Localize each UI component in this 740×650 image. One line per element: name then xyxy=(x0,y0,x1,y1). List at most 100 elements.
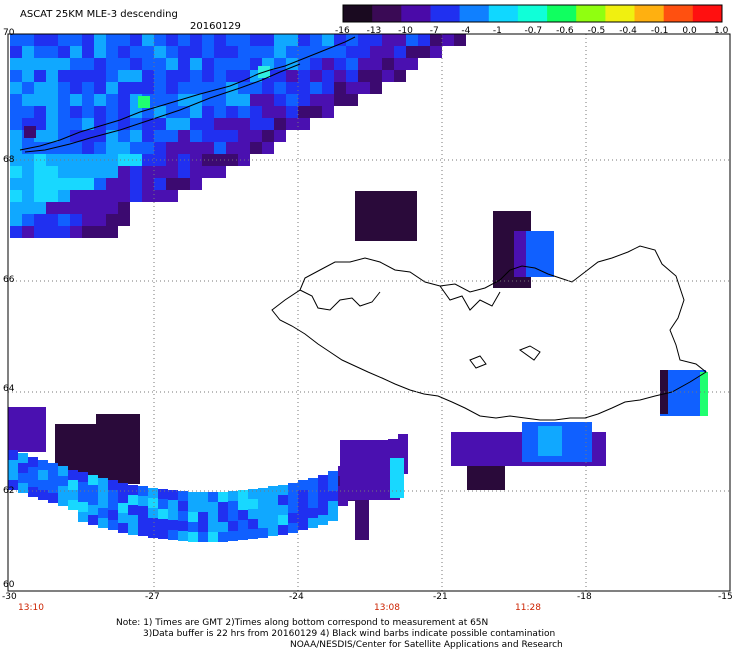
wind-cell xyxy=(346,82,358,94)
wind-cell xyxy=(178,46,190,58)
wind-cell xyxy=(226,94,238,106)
wind-cell xyxy=(274,106,286,118)
wind-cell xyxy=(418,34,430,46)
wind-cell xyxy=(58,106,70,118)
wind-cell xyxy=(48,473,58,483)
wind-cell xyxy=(467,466,505,490)
wind-cell xyxy=(58,82,70,94)
wind-cell xyxy=(168,500,178,510)
wind-cell xyxy=(202,106,214,118)
wind-cell xyxy=(58,34,70,46)
wind-cell xyxy=(34,106,46,118)
wind-cell xyxy=(338,496,348,506)
wind-cell xyxy=(38,490,48,500)
wind-cell xyxy=(188,532,198,542)
wind-cell xyxy=(82,82,94,94)
lat-label-64: 64 xyxy=(3,384,15,394)
wind-cell xyxy=(10,214,22,226)
wind-cell xyxy=(98,488,108,498)
wind-cell xyxy=(168,510,178,520)
wind-cell xyxy=(274,34,286,46)
wind-cell xyxy=(334,82,346,94)
wind-cell xyxy=(358,82,370,94)
wind-cell xyxy=(346,70,358,82)
wind-cell xyxy=(98,478,108,488)
wind-cell xyxy=(328,471,338,481)
wind-cell xyxy=(46,178,58,190)
wind-cell xyxy=(130,130,142,142)
colorbar-tick-label: -13 xyxy=(366,26,382,36)
wind-cell xyxy=(190,118,202,130)
wind-cell xyxy=(298,82,310,94)
wind-cell xyxy=(10,142,22,154)
time-label-2: 13:08 xyxy=(374,603,400,613)
colorbar-tick-label: -0.7 xyxy=(524,26,543,36)
wind-cell xyxy=(228,521,238,531)
wind-cell xyxy=(46,166,58,178)
wind-cell xyxy=(166,46,178,58)
wind-cell xyxy=(202,58,214,70)
wind-cell xyxy=(88,515,98,525)
wind-cell xyxy=(322,70,334,82)
wind-cell xyxy=(248,519,258,529)
wind-cell xyxy=(10,166,22,178)
greenland-coast xyxy=(19,36,356,151)
wind-cell xyxy=(94,46,106,58)
wind-cell xyxy=(118,483,128,493)
wind-cell xyxy=(322,106,334,118)
lon-label-24: -24 xyxy=(289,592,304,602)
wind-cell xyxy=(106,46,118,58)
wind-cell xyxy=(202,130,214,142)
wind-cell xyxy=(178,178,190,190)
wind-cell xyxy=(22,214,34,226)
colorbar-swatch xyxy=(517,5,548,22)
wind-cell xyxy=(46,190,58,202)
wind-cell xyxy=(318,505,328,515)
wind-cell xyxy=(154,82,166,94)
iceland-north-bays xyxy=(439,285,501,311)
wind-cell xyxy=(190,142,202,154)
wind-cell xyxy=(250,118,262,130)
wind-cell xyxy=(238,510,248,520)
wind-cell xyxy=(154,118,166,130)
wind-cell xyxy=(78,472,88,482)
wind-cell xyxy=(118,202,130,214)
colorbar-swatch xyxy=(488,5,519,22)
wind-cell xyxy=(214,82,226,94)
wind-cell xyxy=(158,499,168,509)
colorbar-tick-label: 1.0 xyxy=(714,26,729,36)
wind-cell xyxy=(346,94,358,106)
wind-cell xyxy=(130,142,142,154)
wind-cell xyxy=(298,94,310,106)
wind-cell xyxy=(250,34,262,46)
wind-cell xyxy=(154,130,166,142)
wind-cell xyxy=(142,46,154,58)
wind-cell xyxy=(118,82,130,94)
product-title: ASCAT 25KM MLE-3 descending xyxy=(20,9,178,20)
wind-cell xyxy=(22,70,34,82)
wind-cell xyxy=(288,513,298,523)
wind-cell xyxy=(226,106,238,118)
wind-cell xyxy=(106,226,118,238)
colorbar-tick-label: 0.0 xyxy=(682,26,697,36)
wind-cell xyxy=(38,470,48,480)
wind-cell xyxy=(238,118,250,130)
wind-cell xyxy=(70,118,82,130)
wind-cell xyxy=(142,118,154,130)
wind-cell xyxy=(118,118,130,130)
wind-cell xyxy=(154,166,166,178)
wind-cell xyxy=(214,94,226,106)
wind-cell xyxy=(106,178,118,190)
wind-cell xyxy=(142,58,154,70)
wind-cell xyxy=(178,94,190,106)
wind-cell xyxy=(322,58,334,70)
wind-cell xyxy=(130,46,142,58)
wind-cell xyxy=(258,528,268,538)
wind-cell xyxy=(128,525,138,535)
wind-cell xyxy=(268,496,278,506)
wind-cell xyxy=(258,498,268,508)
wind-cell xyxy=(248,489,258,499)
wind-cell xyxy=(158,529,168,539)
wind-cell xyxy=(70,82,82,94)
wind-cell xyxy=(154,34,166,46)
